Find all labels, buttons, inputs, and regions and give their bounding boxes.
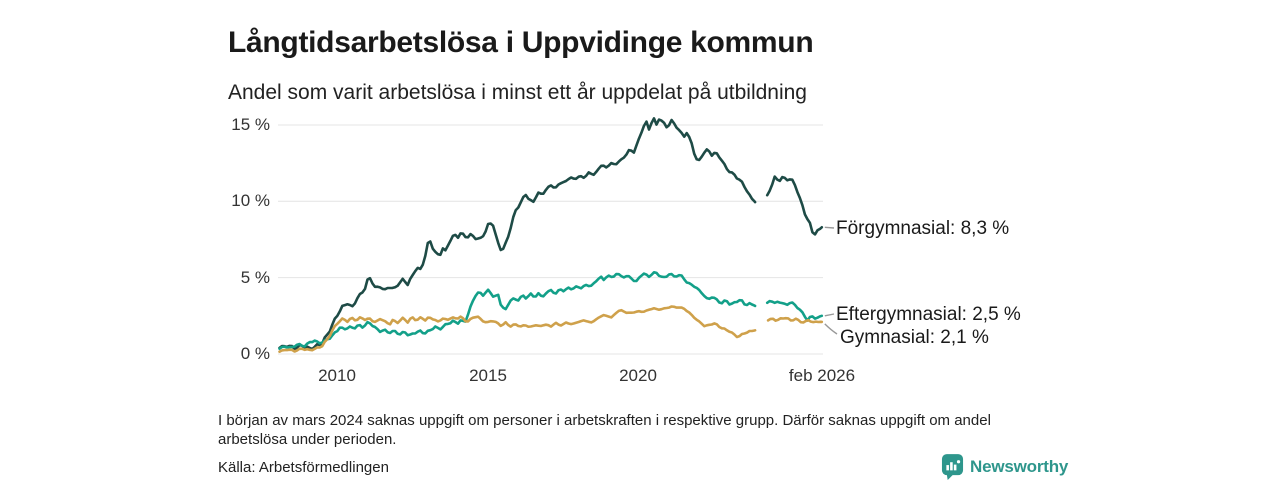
page-title: Långtidsarbetslösa i Uppvidinge kommun: [228, 26, 814, 60]
source-attribution: Källa: Arbetsförmedlingen: [218, 459, 389, 476]
chart-subtitle: Andel som varit arbetslösa i minst ett å…: [228, 81, 807, 104]
series-label-gymnasial: Gymnasial: 2,1 %: [840, 327, 989, 348]
newsworthy-bar-chart-bubble-icon: [941, 454, 964, 480]
chart-footnote: I början av mars 2024 saknas uppgift om …: [218, 412, 991, 448]
series-label-eftergymnasial: Eftergymnasial: 2,5 %: [836, 304, 1021, 325]
newsworthy-logo: Newsworthy: [941, 453, 1068, 480]
newsworthy-wordmark: Newsworthy: [970, 457, 1069, 476]
series-label-forgymnasial: Förgymnasial: 8,3 %: [836, 218, 1010, 239]
